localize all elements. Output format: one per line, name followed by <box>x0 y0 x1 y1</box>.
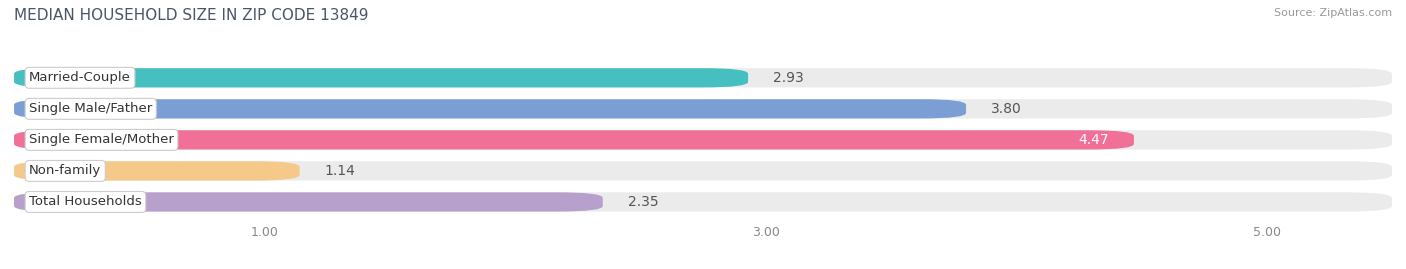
Text: 4.47: 4.47 <box>1078 133 1109 147</box>
FancyBboxPatch shape <box>14 161 299 180</box>
FancyBboxPatch shape <box>14 192 603 212</box>
FancyBboxPatch shape <box>14 161 1392 180</box>
Text: Non-family: Non-family <box>30 164 101 178</box>
Text: Single Female/Mother: Single Female/Mother <box>30 133 174 146</box>
Text: 2.35: 2.35 <box>628 195 658 209</box>
FancyBboxPatch shape <box>14 68 748 87</box>
FancyBboxPatch shape <box>14 130 1392 150</box>
Text: MEDIAN HOUSEHOLD SIZE IN ZIP CODE 13849: MEDIAN HOUSEHOLD SIZE IN ZIP CODE 13849 <box>14 8 368 23</box>
FancyBboxPatch shape <box>14 99 1392 118</box>
FancyBboxPatch shape <box>14 192 1392 212</box>
Text: Married-Couple: Married-Couple <box>30 71 131 84</box>
Text: Single Male/Father: Single Male/Father <box>30 102 152 115</box>
FancyBboxPatch shape <box>14 99 966 118</box>
Text: 1.14: 1.14 <box>325 164 356 178</box>
Text: Source: ZipAtlas.com: Source: ZipAtlas.com <box>1274 8 1392 18</box>
FancyBboxPatch shape <box>14 68 1392 87</box>
FancyBboxPatch shape <box>14 130 1133 150</box>
Text: Total Households: Total Households <box>30 196 142 208</box>
Text: 3.80: 3.80 <box>991 102 1022 116</box>
Text: 2.93: 2.93 <box>773 71 804 85</box>
